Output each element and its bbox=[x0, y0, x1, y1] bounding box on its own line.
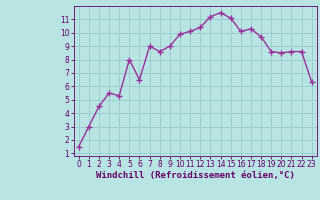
X-axis label: Windchill (Refroidissement éolien,°C): Windchill (Refroidissement éolien,°C) bbox=[96, 171, 295, 180]
